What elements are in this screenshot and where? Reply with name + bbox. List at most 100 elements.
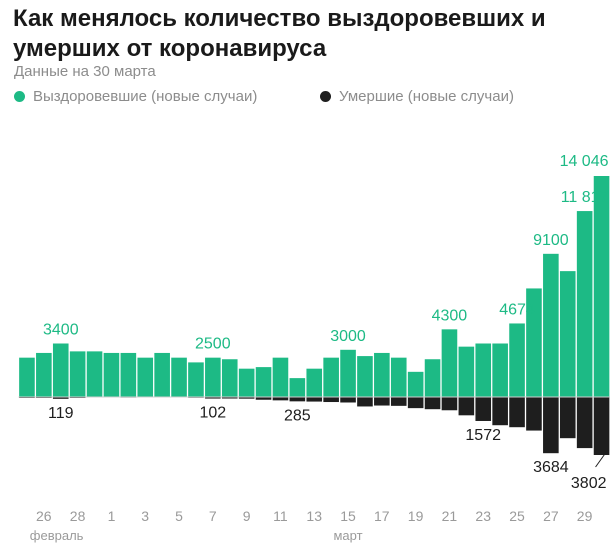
bar-deaths-18.03 xyxy=(390,397,407,406)
bar-recovered-27.03 xyxy=(543,253,559,397)
data-label-recovered: 4674 xyxy=(499,302,535,319)
bar-recovered-10.03 xyxy=(255,367,272,397)
bar-deaths-25.03 xyxy=(509,397,525,428)
bar-recovered-06.03 xyxy=(188,362,204,397)
bar-deaths-21.03 xyxy=(441,397,458,411)
data-label-recovered: 3400 xyxy=(43,322,79,339)
x-tick-label: 13 xyxy=(306,508,322,524)
x-tick-label: 5 xyxy=(175,508,183,524)
data-label-recovered: 11 817 xyxy=(561,189,609,206)
bar-recovered-21.03 xyxy=(441,329,458,397)
bar-recovered-26.03 xyxy=(526,288,542,397)
bar-deaths-26.03 xyxy=(526,397,542,431)
legend-deaths-swatch xyxy=(320,91,331,102)
bar-deaths-29.03 xyxy=(576,397,593,449)
bar-recovered-24.03 xyxy=(492,343,508,397)
chart-subtitle: Данные на 30 марта xyxy=(14,63,156,80)
bar-recovered-23.03 xyxy=(475,343,492,397)
bar-recovered-02.03 xyxy=(120,352,137,397)
data-label-deaths: 285 xyxy=(284,407,311,424)
bar-recovered-18.03 xyxy=(390,357,407,397)
bar-recovered-12.03 xyxy=(289,378,306,397)
bar-recovered-19.03 xyxy=(407,371,424,397)
x-tick-label: 21 xyxy=(442,508,458,524)
bar-deaths-30.03 xyxy=(593,397,610,455)
x-tick-label: 26 xyxy=(36,508,52,524)
x-tick-label: 27 xyxy=(543,508,559,524)
bar-deaths-23.03 xyxy=(475,397,492,421)
chart-title: Как менялось количество выздоровевших и … xyxy=(13,5,546,62)
bar-deaths-10.03 xyxy=(255,397,272,400)
bar-recovered-05.03 xyxy=(171,357,187,397)
data-label-deaths: 119 xyxy=(48,405,74,422)
bar-deaths-13.03 xyxy=(306,397,323,402)
bar-deaths-28.03 xyxy=(559,397,576,439)
bar-recovered-25.02 xyxy=(19,357,35,397)
x-tick-label: 1 xyxy=(108,508,116,524)
bar-recovered-01.03 xyxy=(103,352,120,397)
bar-recovered-29.03 xyxy=(576,211,593,397)
legend-recovered-label: Выздоровевшие (новые случаи) xyxy=(33,88,258,105)
bar-recovered-15.03 xyxy=(340,349,356,397)
data-label-recovered: 2500 xyxy=(195,336,231,353)
bar-deaths-14.03 xyxy=(323,397,339,403)
data-label-deaths: 3684 xyxy=(533,459,569,476)
bar-deaths-27.02 xyxy=(52,397,69,399)
bar-recovered-04.03 xyxy=(154,352,170,397)
data-label-leader xyxy=(595,452,606,468)
bar-recovered-14.03 xyxy=(323,357,339,397)
bar-deaths-19.03 xyxy=(407,397,424,409)
data-label-recovered: 14 046 xyxy=(560,153,609,170)
bar-recovered-16.03 xyxy=(357,356,373,397)
bar-recovered-27.02 xyxy=(52,343,69,397)
bar-recovered-13.03 xyxy=(306,368,323,397)
bar-deaths-11.03 xyxy=(272,397,289,401)
bar-deaths-09.03 xyxy=(238,397,255,399)
bar-recovered-08.03 xyxy=(221,359,238,397)
bar-deaths-17.03 xyxy=(374,397,390,406)
bar-recovered-03.03 xyxy=(137,357,154,397)
bar-deaths-27.03 xyxy=(543,397,559,454)
x-tick-label: 11 xyxy=(273,508,288,524)
bar-deaths-24.03 xyxy=(492,397,508,426)
x-tick-label: 17 xyxy=(374,508,390,524)
x-tick-label: 9 xyxy=(243,508,251,524)
bar-deaths-12.03 xyxy=(289,397,306,402)
bar-recovered-07.03 xyxy=(205,357,221,397)
data-label-recovered: 4300 xyxy=(432,307,468,324)
x-tick-label: 25 xyxy=(509,508,525,524)
bar-recovered-30.03 xyxy=(593,176,610,397)
x-tick-label: 15 xyxy=(340,508,356,524)
x-month-label: февраль xyxy=(30,528,84,543)
bar-recovered-25.03 xyxy=(509,323,525,397)
bar-recovered-09.03 xyxy=(238,368,255,397)
bar-recovered-29.02 xyxy=(86,351,103,397)
data-label-recovered: 3000 xyxy=(330,328,366,345)
bar-recovered-22.03 xyxy=(458,346,475,397)
x-month-label: март xyxy=(333,528,362,543)
bar-deaths-20.03 xyxy=(424,397,441,410)
legend-deaths-label: Умершие (новые случаи) xyxy=(339,88,514,105)
legend-recovered-swatch xyxy=(14,91,25,102)
x-tick-label: 3 xyxy=(141,508,149,524)
bar-recovered-17.03 xyxy=(374,352,390,397)
legend-item-deaths: Умершие (новые случаи) xyxy=(320,88,514,105)
x-tick-label: 23 xyxy=(475,508,491,524)
x-tick-label: 7 xyxy=(209,508,217,524)
bar-deaths-15.03 xyxy=(340,397,356,403)
bar-deaths-16.03 xyxy=(357,397,373,407)
bar-deaths-07.03 xyxy=(205,397,221,399)
bar-recovered-11.03 xyxy=(272,357,289,397)
bar-recovered-28.03 xyxy=(559,271,576,397)
data-label-deaths: 102 xyxy=(199,405,226,422)
x-tick-label: 28 xyxy=(70,508,86,524)
x-tick-label: 19 xyxy=(408,508,424,524)
legend-item-recovered: Выздоровевшие (новые случаи) xyxy=(14,88,257,105)
data-label-deaths: 3802 xyxy=(571,475,607,492)
data-label-recovered: 9100 xyxy=(533,232,569,249)
bar-recovered-26.02 xyxy=(36,352,52,397)
bar-deaths-08.03 xyxy=(221,397,238,399)
x-tick-label: 29 xyxy=(577,508,593,524)
data-label-deaths: 1572 xyxy=(465,427,501,444)
